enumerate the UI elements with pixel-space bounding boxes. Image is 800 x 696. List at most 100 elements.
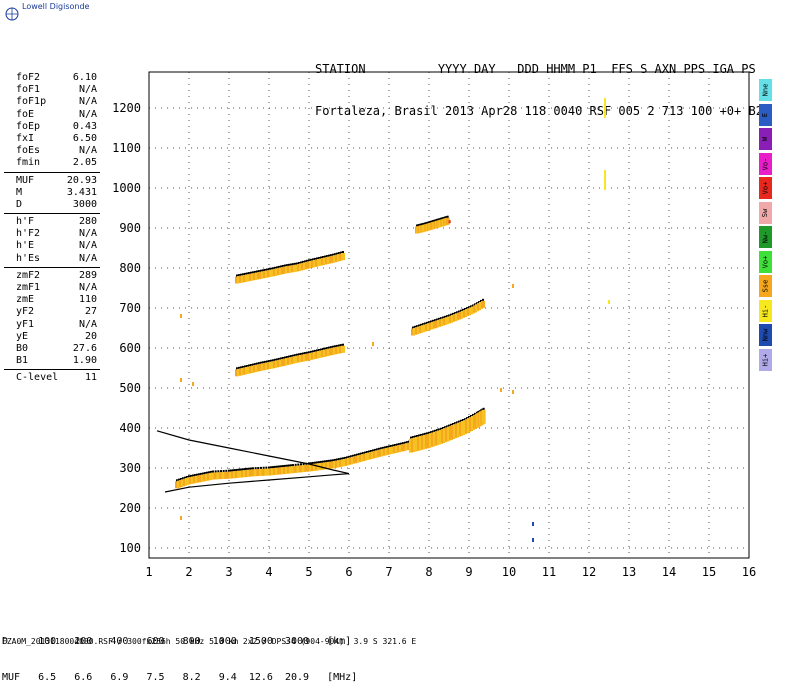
trace-point — [425, 222, 428, 225]
trace-point — [302, 352, 304, 355]
trace-point — [225, 469, 228, 472]
param-label: h'E — [16, 240, 35, 252]
param-value: 27 — [84, 306, 97, 318]
trace-point — [270, 359, 272, 362]
y-tick-label: 500 — [119, 381, 141, 395]
param-label: foE — [16, 108, 35, 120]
trace-point — [248, 364, 250, 367]
trace-point — [428, 321, 430, 324]
polarization-legend: Nne E W Vo- Vo+ Sw Nw- Vo+ Sse Hi- Nnw Hi+ — [759, 79, 772, 373]
trace-point — [318, 348, 320, 351]
trace-point — [470, 305, 472, 308]
trace-point — [299, 465, 303, 473]
trace-point — [452, 312, 454, 315]
y-tick-label: 800 — [119, 261, 141, 275]
muf-table: D 100 200 400 600 800 1000 1500 3000 [km… — [2, 612, 357, 696]
trace-point — [324, 255, 326, 258]
trace-point — [252, 271, 254, 274]
trace-point — [314, 349, 316, 352]
legend-label: E — [761, 112, 770, 117]
trace-point — [448, 220, 451, 224]
trace-point — [346, 456, 348, 459]
trace-point — [200, 472, 202, 475]
legend-item: Nne — [759, 79, 772, 101]
legend-label: Vo- — [761, 157, 770, 170]
trace-point — [228, 469, 230, 472]
trace-point — [418, 223, 421, 226]
trace-point — [420, 433, 422, 436]
trace-point — [216, 472, 221, 480]
param-row: fmin 2.05 — [0, 157, 100, 169]
trace-point — [340, 251, 342, 254]
param-label: foF2 — [16, 72, 41, 83]
trace-point — [214, 470, 217, 473]
param-value: 20 — [84, 330, 97, 342]
trace-point — [244, 272, 246, 275]
y-tick-label: 400 — [119, 421, 141, 435]
trace-point — [242, 468, 244, 471]
isolated-point — [500, 388, 502, 392]
x-tick-label: 15 — [702, 565, 716, 579]
trace-point — [338, 344, 340, 347]
trace-point — [318, 256, 320, 259]
trace-point — [180, 477, 182, 480]
param-value: N/A — [78, 228, 97, 240]
trace-point — [232, 469, 234, 472]
trace-point — [272, 359, 274, 362]
trace-point — [322, 348, 324, 351]
param-label: zmF1 — [16, 282, 41, 293]
trace-point — [438, 218, 441, 221]
trace-point — [436, 429, 438, 432]
param-label: zmE — [16, 294, 35, 306]
trace-point — [370, 449, 372, 452]
trace-point — [440, 317, 442, 320]
legend-item: Sse — [759, 275, 772, 297]
trace-point — [412, 436, 414, 439]
trace-point — [372, 449, 374, 452]
trace-point — [178, 478, 180, 481]
trace-point — [316, 461, 318, 464]
trace-point — [210, 470, 212, 473]
trace-point — [433, 219, 436, 222]
param-label: M — [16, 186, 23, 198]
trace-point — [292, 464, 294, 467]
trace-point — [246, 272, 248, 275]
trace-point — [454, 422, 456, 425]
trace-point — [266, 268, 268, 271]
trace-point — [219, 472, 223, 480]
trace-point — [302, 463, 305, 466]
trace-point — [452, 423, 454, 425]
trace-point — [202, 472, 204, 475]
trace-point — [264, 468, 269, 476]
trace-point — [334, 458, 336, 461]
trace-point — [274, 465, 276, 468]
legend-item: Vo+ — [759, 250, 772, 273]
param-separator — [4, 266, 100, 268]
trace-point — [392, 444, 394, 447]
trace-point — [296, 465, 301, 473]
trace-point — [284, 356, 286, 359]
trace-point — [396, 443, 398, 446]
param-value: 6.10 — [72, 72, 97, 83]
param-label: B1 — [16, 355, 29, 367]
param-row: C-level 11 — [0, 372, 100, 384]
trace-point — [278, 357, 280, 360]
trace-point — [481, 409, 486, 424]
trace-point — [312, 258, 314, 261]
trace-point — [208, 471, 210, 474]
trace-point — [424, 432, 426, 435]
muf-table-distance-row: D 100 200 400 600 800 1000 1500 3000 [km… — [2, 636, 352, 647]
param-row: foEs N/A — [0, 145, 100, 157]
trace-point — [244, 365, 246, 368]
param-value: N/A — [78, 282, 97, 293]
trace-point — [338, 252, 340, 255]
trace-point — [378, 447, 380, 450]
legend-item: Nw- — [759, 226, 772, 248]
trace-point — [290, 355, 292, 358]
trace-point — [364, 451, 366, 454]
param-label: C-level — [16, 372, 59, 384]
param-value: 6.50 — [72, 132, 97, 144]
trace-point — [256, 362, 258, 365]
trace-point — [416, 224, 418, 227]
trace-point — [304, 260, 306, 263]
